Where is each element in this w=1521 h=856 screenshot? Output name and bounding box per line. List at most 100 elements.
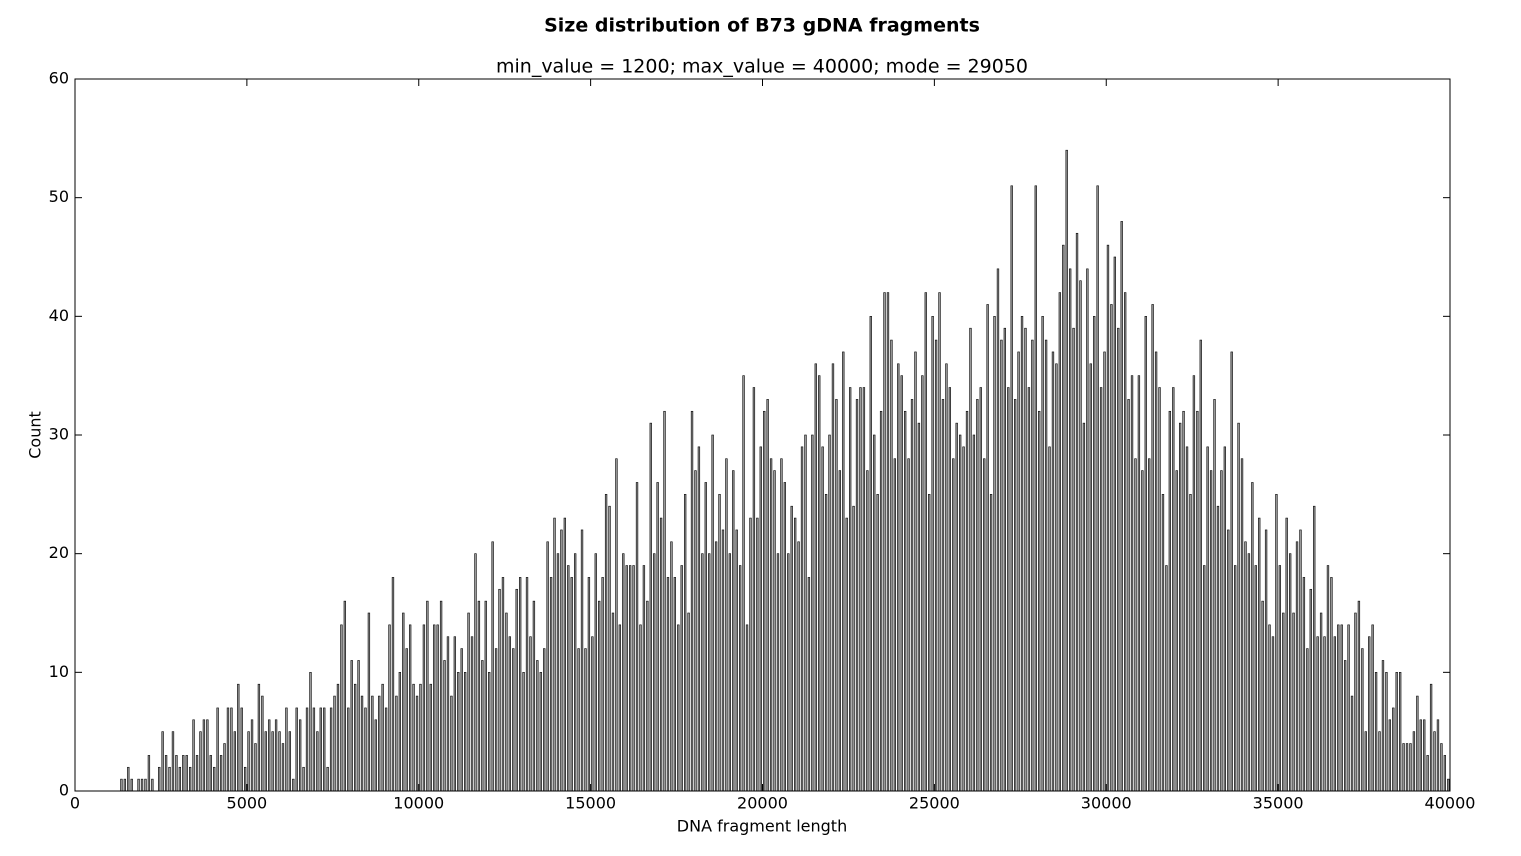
bar [814,363,817,792]
bar [1275,494,1278,792]
bar [1203,565,1206,792]
bar [1405,743,1409,792]
bar [852,505,855,792]
bar [164,755,168,792]
bar [835,399,838,792]
bar [130,778,133,792]
bar [120,778,123,792]
bar [704,482,707,792]
bar [1237,422,1240,792]
bar [594,553,597,792]
bar [343,600,347,792]
bar [512,648,515,792]
y-tick-label: 20 [49,543,69,562]
bar [917,422,921,792]
bar [1185,446,1189,792]
bar [1072,327,1075,792]
bar [1154,351,1158,792]
bar [1103,351,1106,792]
bar [1347,624,1350,792]
bar [1099,387,1103,792]
bar [986,304,989,792]
bar [188,766,192,792]
bar [230,707,233,792]
bar [893,458,897,792]
bar [168,766,171,792]
bar [910,399,914,792]
bar [525,577,529,792]
bar [546,541,549,792]
bar [1134,458,1137,792]
bar [1044,339,1048,792]
bar [866,470,869,792]
bar [1148,458,1151,792]
bar [1333,636,1337,792]
bar [1282,612,1285,792]
bar [687,612,690,792]
bar [1220,470,1223,792]
bar [1141,470,1144,792]
bar [1364,731,1367,792]
plot-frame [74,78,1451,792]
bar [776,553,780,792]
bar [408,624,412,792]
bar [195,755,199,792]
bar [1319,612,1323,792]
bar [140,778,144,792]
bar [556,553,560,792]
bar [1068,268,1072,792]
bar [1357,600,1361,792]
bar [374,719,377,792]
bar [1385,672,1388,792]
bar [371,695,374,792]
bar [1278,565,1282,792]
bar [780,458,783,792]
bar [268,719,271,792]
bar [625,565,628,792]
bar [182,755,185,792]
bar [811,434,814,792]
bar [1192,375,1196,792]
bar [443,660,446,792]
bar [1117,327,1120,792]
bar [1244,541,1247,792]
x-tick-label: 25000 [909,794,960,813]
bar [663,410,666,792]
bar [405,648,408,792]
bar [213,766,216,792]
bar [632,565,635,792]
bar [1065,149,1068,792]
bar [285,707,288,792]
bar [1027,387,1031,792]
bar [240,707,243,792]
bar [281,743,285,792]
bar [749,517,752,792]
bar [1354,612,1357,792]
bar [604,494,608,792]
bar [773,470,776,792]
bar [680,565,683,792]
y-axis-label: Count [26,411,45,459]
bar [807,577,811,792]
bar [518,577,522,792]
bar [477,600,481,792]
bar [831,363,835,792]
bar [635,482,639,792]
bar [1412,731,1416,792]
bar [804,434,807,792]
bar [1409,743,1412,792]
bar [690,410,694,792]
bar [450,695,453,792]
bar [976,399,979,792]
bar [278,731,281,792]
bar [1041,316,1044,792]
bar [759,446,762,792]
bar [598,600,601,792]
bar [295,707,298,792]
bar [127,766,130,792]
bar [1381,660,1385,792]
bar [151,778,154,792]
bar [941,399,945,792]
bar [869,316,872,792]
